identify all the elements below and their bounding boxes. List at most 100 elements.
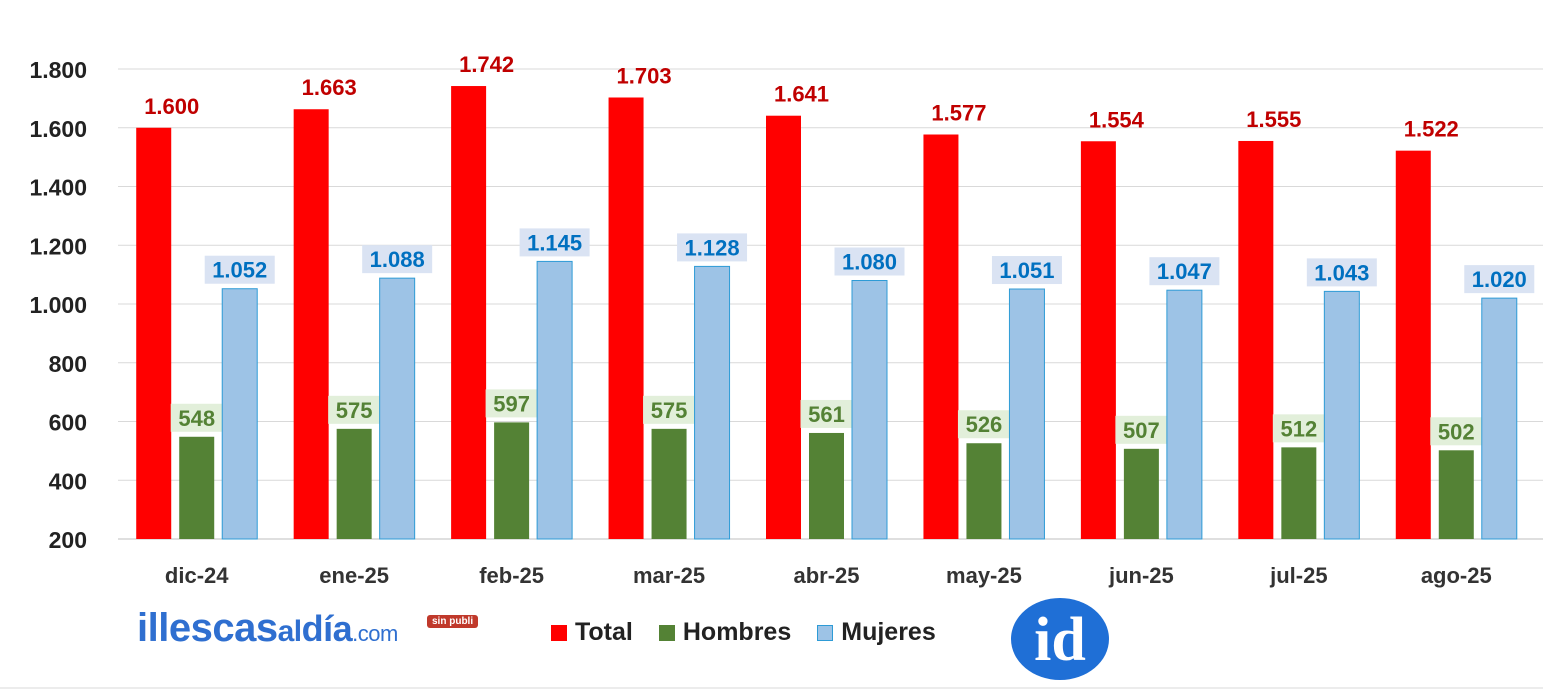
data-label-mujeres: 1.020	[1472, 267, 1527, 292]
data-label-bg-mujeres	[362, 245, 433, 274]
bar-mujeres	[694, 265, 731, 540]
bar-hombres	[336, 428, 372, 539]
data-label-total: 1.555	[1246, 107, 1301, 132]
data-label-bg-mujeres	[1464, 265, 1535, 294]
legend-swatch-hombres	[658, 624, 675, 641]
x-tick-label: jul-25	[1269, 563, 1327, 588]
bar-total	[1080, 141, 1116, 539]
data-label-hombres: 575	[336, 398, 373, 423]
y-tick-label: 200	[49, 527, 87, 553]
data-label-mujeres: 1.043	[1314, 260, 1369, 285]
y-tick-label: 1.600	[29, 116, 87, 142]
bar-total	[766, 115, 801, 540]
data-label-bg-mujeres	[677, 233, 748, 262]
legend-item-hombres: Hombres	[658, 618, 792, 647]
legend-item-total: Total	[551, 618, 633, 647]
legend-swatch-total	[551, 624, 567, 641]
data-label-bg-hombres	[328, 395, 381, 424]
bar-hombres	[966, 443, 1002, 539]
data-label-mujeres: 1.047	[1157, 259, 1212, 284]
bar-mujeres	[1166, 289, 1203, 540]
y-tick-label: 1.400	[29, 175, 87, 201]
data-label-hombres: 561	[808, 402, 845, 427]
data-label-hombres: 526	[966, 412, 1003, 437]
x-tick-label: dic-24	[165, 563, 229, 588]
data-label-bg-hombres	[170, 403, 223, 432]
data-label-total: 1.742	[459, 52, 514, 77]
x-tick-label: abr-25	[793, 563, 859, 588]
x-tick-label: mar-25	[633, 563, 705, 588]
y-tick-label: 1.800	[29, 57, 87, 83]
y-tick-label: 400	[49, 468, 87, 494]
data-label-bg-mujeres	[834, 247, 905, 276]
data-label-mujeres: 1.051	[999, 258, 1054, 283]
x-tick-label: jun-25	[1108, 563, 1174, 588]
data-label-bg-hombres	[800, 399, 853, 428]
bar-total	[1395, 150, 1431, 539]
data-label-bg-hombres	[643, 395, 696, 424]
data-label-total: 1.703	[617, 63, 672, 88]
bar-hombres	[1123, 448, 1159, 539]
data-label-bg-mujeres	[204, 255, 275, 284]
data-label-total: 1.554	[1089, 107, 1145, 132]
data-label-hombres: 512	[1280, 416, 1317, 441]
x-tick-label: ago-25	[1421, 563, 1492, 588]
y-tick-label: 1.000	[29, 292, 87, 318]
bar-total	[608, 97, 644, 540]
bar-total	[136, 127, 172, 539]
bar-total	[451, 86, 487, 539]
x-tick-label: ene-25	[319, 563, 389, 588]
data-label-total: 1.641	[774, 82, 829, 107]
data-label-total: 1.600	[144, 94, 199, 119]
data-label-bg-hombres	[485, 389, 538, 418]
data-label-total: 1.522	[1404, 117, 1459, 142]
bar-total	[923, 134, 959, 539]
bar-hombres	[1438, 450, 1474, 539]
bar-mujeres	[536, 260, 573, 540]
bar-hombres	[809, 432, 844, 539]
data-label-mujeres: 1.052	[212, 258, 267, 283]
logo-word-com: .com	[352, 621, 398, 646]
logo-word-al: al	[277, 615, 303, 648]
data-label-hombres: 548	[178, 406, 215, 431]
data-label-hombres: 597	[493, 391, 530, 416]
bar-mujeres	[1481, 297, 1518, 540]
data-label-bg-hombres	[1430, 417, 1483, 446]
data-label-bg-mujeres	[1306, 258, 1377, 287]
data-label-total: 1.663	[302, 75, 357, 100]
legend-label-mujeres: Mujeres	[841, 618, 936, 646]
bar-hombres	[179, 436, 215, 539]
data-label-hombres: 575	[651, 398, 688, 423]
data-label-bg-mujeres	[1149, 257, 1220, 286]
bar-total	[293, 109, 329, 540]
data-label-total: 1.577	[931, 101, 986, 126]
bar-mujeres	[851, 280, 888, 540]
legend-label-total: Total	[575, 618, 633, 646]
data-label-bg-hombres	[1272, 414, 1325, 443]
data-label-mujeres: 1.080	[842, 250, 897, 275]
data-label-hombres: 502	[1438, 419, 1475, 444]
logo-word-illescas: illescas	[137, 606, 278, 650]
bar-mujeres	[379, 277, 416, 540]
data-label-bg-mujeres	[991, 256, 1062, 285]
legend-label-hombres: Hombres	[682, 618, 792, 646]
data-label-bg-hombres	[1115, 415, 1168, 444]
data-label-bg-hombres	[957, 410, 1010, 439]
logo-word-dia: día	[301, 608, 353, 649]
bar-mujeres	[221, 288, 258, 540]
bar-hombres	[651, 428, 687, 539]
bar-mujeres	[1323, 290, 1360, 540]
chart-legend: Total Hombres Mujeres	[551, 618, 962, 647]
bar-hombres	[494, 422, 530, 539]
x-tick-label: feb-25	[479, 563, 544, 588]
y-tick-label: 600	[49, 410, 87, 436]
y-tick-label: 800	[49, 351, 87, 377]
y-tick-label: 1.200	[29, 233, 87, 259]
data-label-mujeres: 1.145	[527, 230, 582, 255]
id-logo-text: id	[1034, 606, 1086, 674]
data-label-mujeres: 1.128	[685, 235, 740, 260]
sin-publi-badge: sin publi	[427, 615, 479, 628]
bar-total	[1238, 140, 1274, 539]
id-logo-icon: id	[1011, 598, 1109, 680]
